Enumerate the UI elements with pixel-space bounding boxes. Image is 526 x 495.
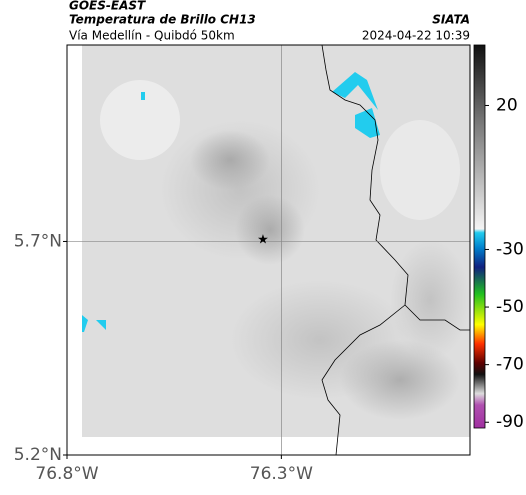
map-frame bbox=[66, 44, 471, 456]
cloud bbox=[390, 240, 470, 360]
cold-patch bbox=[355, 108, 380, 138]
header-route: Vía Medellín - Quibdó 50km bbox=[69, 29, 235, 43]
cloud bbox=[190, 130, 270, 190]
clear bbox=[100, 80, 180, 160]
colorbar-label: -30 bbox=[496, 239, 524, 259]
colorbar-label: -50 bbox=[496, 297, 524, 317]
map-area: ★ bbox=[67, 45, 470, 455]
city-marker: ★ bbox=[257, 233, 269, 248]
clear bbox=[380, 120, 460, 220]
header-title: GOES-EAST bbox=[69, 0, 146, 13]
colorbar bbox=[473, 44, 486, 429]
lat-label: 5.7°N bbox=[14, 231, 62, 251]
grid bbox=[67, 45, 470, 455]
cloud bbox=[235, 195, 305, 265]
lon-label: 76.3°W bbox=[250, 464, 313, 484]
lat-label: 5.2°N bbox=[14, 445, 62, 465]
colorbar-label: -70 bbox=[496, 355, 524, 375]
cold-patch bbox=[82, 315, 88, 332]
cold-patch bbox=[141, 92, 145, 100]
colorbar-label: 20 bbox=[496, 95, 518, 115]
cold-patch bbox=[96, 320, 106, 330]
cold-patch bbox=[332, 72, 378, 110]
lon-label: 76.8°W bbox=[35, 464, 98, 484]
colorbar-label: -90 bbox=[496, 412, 524, 432]
header-subtitle: Temperatura de Brillo CH13 bbox=[69, 13, 256, 27]
header-time: 2024-04-22 10:39 bbox=[362, 29, 470, 43]
coastline bbox=[321, 45, 470, 455]
header-org: SIATA bbox=[432, 13, 470, 27]
labels: 5.7°N 5.2°N76.8°W 76.3°W 20 -30 -50 -70 -90 bbox=[14, 95, 524, 484]
